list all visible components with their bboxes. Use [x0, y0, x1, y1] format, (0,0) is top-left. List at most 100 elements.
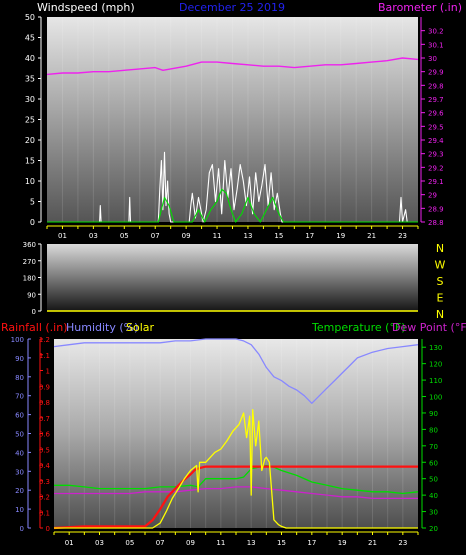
rainfall-tick-label: 0.7 [39, 415, 50, 423]
humidity-tick-label: 80 [15, 374, 24, 382]
windspeed-tick-label: 30 [25, 95, 35, 104]
time-tick-label: 15 [277, 539, 286, 547]
rainfall-tick-label: 1.1 [39, 352, 50, 360]
barometer-axis: 28.8 28.9 29 29.1 29.2 29.3 29.4 29.5 29.6 29.7 29… [420, 17, 444, 227]
barometer-tick-label: 29.2 [428, 164, 444, 172]
compass-label: S [437, 275, 444, 288]
series-group [53, 338, 419, 530]
windspeed-tick-label: 40 [25, 54, 35, 63]
temperature-tick-label: 90 [429, 410, 438, 418]
time-tick-label: 23 [398, 539, 407, 547]
time-tick-label: 19 [336, 232, 345, 240]
temperature-tick-label: 50 [429, 476, 438, 484]
series-group [46, 57, 419, 223]
time-axis: 01 03 05 07 09 11 13 15 17 19 21 23 [46, 225, 419, 240]
time-tick-label: 07 [156, 539, 165, 547]
direction-tick-label: 0 [32, 308, 36, 316]
temperature-tick-label: 120 [429, 361, 442, 369]
plot-area [47, 244, 418, 311]
humidity-axis: 0 10 20 30 40 50 60 70 80 90 100 [11, 336, 31, 533]
barometer-tick-label: 30.2 [428, 28, 444, 36]
barometer-tick-label: 28.8 [428, 219, 444, 227]
time-tick-label: 05 [120, 232, 129, 240]
compass-label: N [436, 242, 444, 255]
temperature-tick-label: 30 [429, 509, 438, 517]
rainfall-tick-label: 0.5 [39, 446, 50, 454]
compass-label: N [436, 308, 444, 321]
temperature-tick-label: 130 [429, 344, 442, 352]
windspeed-tick-label: 5 [30, 198, 35, 207]
time-tick-label: 07 [151, 232, 160, 240]
humidity-line [53, 338, 419, 404]
wind-barometer-panel: Windspeed (mph) December 25 2019 Baromet… [25, 1, 462, 240]
rainfall-tick-label: 1 [46, 368, 50, 376]
rainfall-tick-label: 0.3 [39, 478, 50, 486]
windspeed-tick-label: 20 [25, 136, 35, 145]
humidity-tick-label: 30 [15, 468, 24, 476]
time-tick-label: 01 [65, 539, 74, 547]
time-tick-label: 17 [307, 539, 316, 547]
barometer-tick-label: 28.9 [428, 205, 444, 213]
dewpoint-axis-label: Dew Point (°F) [392, 321, 466, 334]
time-tick-label: 01 [58, 232, 67, 240]
solar-axis-label: Solar [126, 321, 155, 334]
time-tick-label: 19 [338, 539, 347, 547]
temperature-axis: 20 30 40 50 60 70 80 90 100 110 120 130 [421, 339, 442, 533]
temperature-tick-label: 70 [429, 443, 438, 451]
temperature-tick-label: 20 [429, 525, 438, 533]
rainfall-line [53, 465, 418, 530]
compass-label: E [437, 292, 444, 305]
time-tick-label: 09 [186, 539, 195, 547]
rainfall-tick-label: 0.8 [39, 399, 50, 407]
direction-tick-label: 270 [23, 258, 36, 266]
time-tick-label: 13 [243, 232, 252, 240]
rainfall-axis-label: Rainfall (.in) [1, 321, 68, 334]
rainfall-tick-label: 1.2 [39, 336, 50, 344]
solar-line [54, 409, 418, 529]
barometer-tick-label: 29.1 [428, 178, 444, 186]
rainfall-tick-label: 0.2 [39, 494, 50, 502]
temperature-axis-label: Temperature (°F) [311, 321, 406, 334]
time-axis: 01 03 05 07 09 11 13 15 17 19 21 23 [53, 531, 419, 547]
barometer-tick-label: 30.1 [428, 41, 444, 49]
barometer-axis-label: Barometer (.in) [378, 1, 462, 14]
time-tick-label: 03 [89, 232, 98, 240]
humidity-tick-label: 60 [15, 412, 24, 420]
barometer-tick-label: 29.8 [428, 82, 444, 90]
gust-line [47, 151, 418, 223]
dewpoint-line [54, 486, 418, 500]
rainfall-tick-label: 0.1 [39, 509, 50, 517]
rainfall-tick-label: 0 [46, 525, 50, 533]
direction-tick-label: 180 [23, 275, 36, 283]
rain-humidity-temperature-panel: Rainfall (.in) Humidity (%) Solar Temper… [1, 321, 466, 547]
humidity-tick-label: 0 [20, 525, 24, 533]
humidity-tick-label: 20 [15, 487, 24, 495]
barometer-tick-label: 29.6 [428, 110, 444, 118]
time-tick-label: 09 [182, 232, 191, 240]
barometer-tick-label: 30 [428, 55, 437, 63]
barometer-line [46, 57, 419, 76]
time-tick-label: 17 [305, 232, 314, 240]
humidity-tick-label: 40 [15, 449, 24, 457]
wind-line [47, 188, 418, 223]
humidity-tick-label: 90 [15, 355, 24, 363]
temperature-tick-label: 100 [429, 394, 442, 402]
windspeed-tick-label: 25 [25, 116, 35, 125]
time-tick-label: 05 [125, 539, 134, 547]
windspeed-axis: 0 5 10 15 20 25 30 35 40 45 50 [25, 13, 42, 227]
barometer-tick-label: 29.4 [428, 137, 444, 145]
windspeed-tick-label: 50 [25, 13, 35, 22]
rainfall-tick-label: 0.9 [39, 383, 50, 391]
chart-date-title: December 25 2019 [179, 1, 285, 14]
time-tick-label: 11 [216, 539, 225, 547]
direction-degree-axis: 0 90 180 270 360 [23, 241, 42, 316]
humidity-tick-label: 50 [15, 431, 24, 439]
time-tick-label: 23 [398, 232, 407, 240]
humidity-axis-label: Humidity (%) [66, 321, 138, 334]
humidity-tick-label: 10 [15, 506, 24, 514]
windspeed-tick-label: 10 [25, 177, 35, 186]
humidity-tick-label: 100 [11, 336, 24, 344]
temperature-tick-label: 40 [429, 492, 438, 500]
